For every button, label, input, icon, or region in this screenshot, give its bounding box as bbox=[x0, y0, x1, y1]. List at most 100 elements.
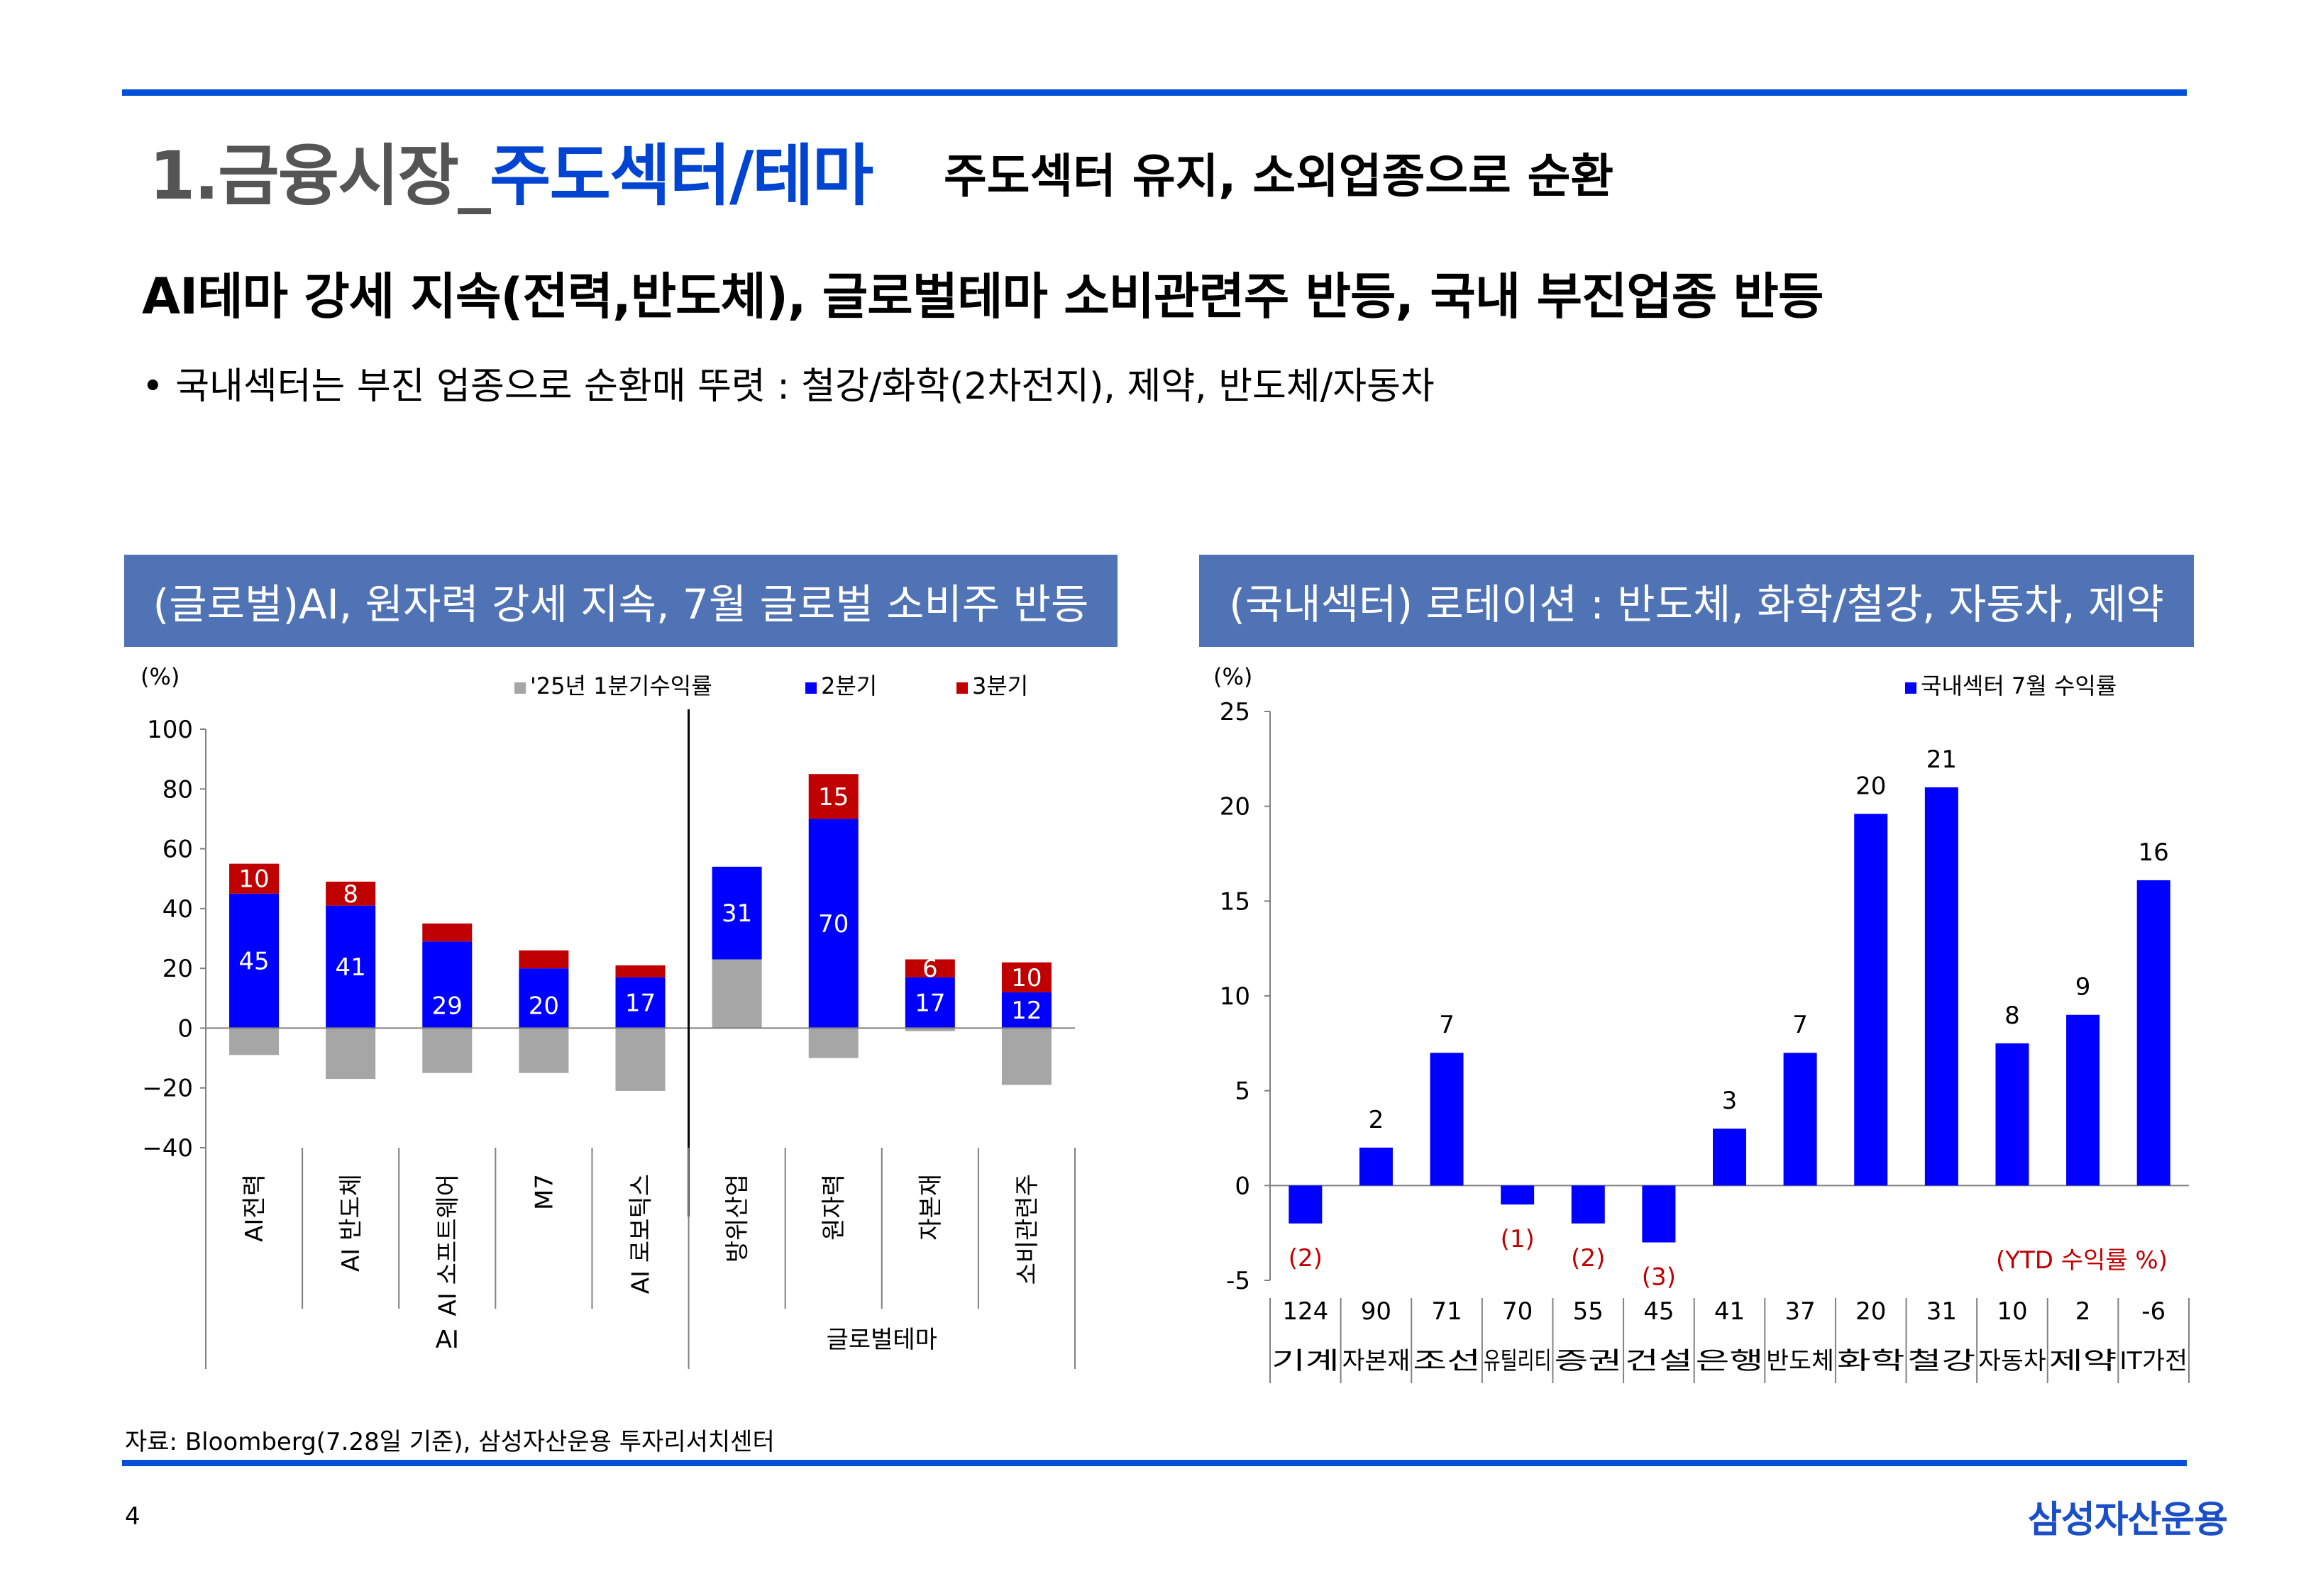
y-tick-label: 5 bbox=[1235, 1077, 1250, 1106]
headline: AI테마 강세 지속(전력,반도체), 글로벌테마 소비관련주 반등, 국내 부… bbox=[142, 267, 1824, 326]
y-tick-label: 20 bbox=[1220, 793, 1250, 821]
bar-q1 bbox=[422, 1028, 473, 1073]
bar-q2 bbox=[615, 977, 666, 1029]
bar-q1 bbox=[1001, 1028, 1052, 1085]
y-tick-label: 100 bbox=[147, 716, 193, 744]
company-logo: 삼성자산운용 bbox=[2028, 1499, 2228, 1541]
bar-q2 bbox=[229, 893, 280, 1029]
right-chart: (%) 국내섹터 7월 수익률 -5 0 5 10 15 20 25 (2) 124 기계 2 90 자본재… bbox=[1213, 663, 2190, 1383]
data-label: 21 bbox=[1926, 746, 1957, 774]
bar-july bbox=[1713, 1129, 1746, 1186]
title-accent: 주도섹터/테마 bbox=[490, 138, 873, 215]
category-label: 자동차 bbox=[1978, 1347, 2046, 1375]
category-label: 반도체 bbox=[1766, 1347, 1834, 1375]
bar-q1 bbox=[712, 959, 762, 1029]
ytd-value: 37 bbox=[1784, 1297, 1815, 1326]
category-label: AI전력 bbox=[241, 1174, 269, 1242]
data-label: 7 bbox=[1439, 1011, 1455, 1039]
y-axis-unit: (%) bbox=[140, 663, 180, 690]
data-label-q2: 29 bbox=[432, 992, 463, 1020]
y-tick-label: -5 bbox=[1226, 1267, 1250, 1295]
bar-q2 bbox=[519, 968, 569, 1029]
y-tick-label: 10 bbox=[1220, 982, 1250, 1011]
bar-q2 bbox=[326, 905, 376, 1029]
category-label: AI 반도체 bbox=[337, 1174, 365, 1272]
ytd-value: 10 bbox=[1997, 1297, 2027, 1326]
data-label: 20 bbox=[1855, 772, 1886, 800]
y-tick-label: −40 bbox=[142, 1134, 193, 1163]
data-label: 2 bbox=[1369, 1106, 1384, 1134]
bar-q1 bbox=[229, 1028, 280, 1055]
category-label: 소비관련주 bbox=[1013, 1174, 1042, 1285]
data-label-q3: 8 bbox=[343, 880, 358, 909]
bar-july bbox=[1642, 1185, 1676, 1243]
data-label-q2: 45 bbox=[238, 948, 269, 976]
y-tick-label: 20 bbox=[162, 955, 193, 983]
bullet-text: • 국내섹터는 부진 업종으로 순환매 뚜렷 : 철강/화학(2차전지), 제약… bbox=[142, 365, 1435, 408]
bar-q3 bbox=[808, 774, 859, 819]
ytd-value: 20 bbox=[1855, 1297, 1886, 1326]
data-label: 7 bbox=[1792, 1011, 1808, 1039]
left-chart: (%) '25년 1분기수익률 2분기 3분기 −40 −20 0 20 40 60 80 100 45… bbox=[140, 663, 1076, 1369]
category-label: 조선 bbox=[1413, 1347, 1481, 1375]
legend-swatch bbox=[805, 682, 817, 694]
bar-july bbox=[1430, 1053, 1464, 1186]
ytd-value: 70 bbox=[1502, 1297, 1533, 1326]
category-label: 증권 bbox=[1554, 1347, 1622, 1375]
y-tick-label: 0 bbox=[177, 1014, 193, 1043]
ytd-value: 71 bbox=[1431, 1297, 1462, 1326]
data-label-q2: 17 bbox=[625, 990, 656, 1018]
bar-q3 bbox=[422, 923, 473, 942]
bar-july bbox=[1995, 1043, 2029, 1186]
data-label-q2: 41 bbox=[336, 953, 366, 982]
category-label: 건설 bbox=[1625, 1347, 1693, 1375]
legend-label: '25년 1분기수익률 bbox=[530, 672, 712, 699]
bar-q2 bbox=[808, 819, 859, 1029]
data-label-q2: 17 bbox=[915, 990, 945, 1018]
bar-q2 bbox=[422, 941, 473, 1029]
data-label-q3: 10 bbox=[238, 865, 269, 894]
category-label: 제약 bbox=[2049, 1347, 2117, 1375]
data-label-q3: 15 bbox=[818, 783, 849, 811]
data-label: (2) bbox=[1571, 1244, 1605, 1273]
ytd-value: 90 bbox=[1361, 1297, 1391, 1326]
ytd-value: 2 bbox=[2075, 1297, 2091, 1326]
footnote: 자료: Bloomberg(7.28일 기준), 삼성자산운용 투자리서치센터 bbox=[125, 1428, 775, 1456]
category-label: 자본재 bbox=[917, 1174, 945, 1241]
data-label: 8 bbox=[2004, 1002, 2020, 1030]
left-banner: (글로벌)AI, 원자력 강세 지속, 7월 글로벌 소비주 반등 bbox=[124, 555, 1118, 647]
data-label-q3: 6 bbox=[922, 955, 938, 983]
bar-q3 bbox=[1001, 962, 1052, 992]
category-label: 기계 bbox=[1271, 1347, 1340, 1375]
bar-july bbox=[1571, 1185, 1605, 1224]
category-label: M7 bbox=[530, 1174, 558, 1210]
category-label: 원자력 bbox=[820, 1174, 849, 1241]
category-label: 은행 bbox=[1696, 1347, 1764, 1375]
bar-july bbox=[1783, 1053, 1817, 1186]
bottom-rule bbox=[122, 1460, 2187, 1466]
data-label-q2: 31 bbox=[722, 899, 752, 928]
y-tick-label: 40 bbox=[162, 895, 193, 924]
category-label: 방위산업 bbox=[724, 1174, 752, 1263]
bar-q2 bbox=[1001, 992, 1052, 1029]
bar-q3 bbox=[615, 965, 666, 977]
bar-q2 bbox=[905, 977, 955, 1029]
ytd-value: -6 bbox=[2141, 1297, 2166, 1326]
bar-july bbox=[1289, 1185, 1323, 1224]
page-subtitle: 주도섹터 유지, 소외업종으로 순환 bbox=[944, 149, 1614, 204]
y-tick-label: 0 bbox=[1235, 1172, 1250, 1200]
bar-q1 bbox=[808, 1028, 859, 1058]
ytd-value: 41 bbox=[1714, 1297, 1745, 1326]
category-label: IT가전 bbox=[2119, 1347, 2188, 1375]
title-prefix: 1.금융시장_ bbox=[149, 138, 491, 215]
bar-july bbox=[1854, 814, 1888, 1186]
bar-q2 bbox=[712, 866, 762, 960]
category-label: 유틸리티 bbox=[1484, 1347, 1552, 1375]
y-tick-label: 80 bbox=[162, 775, 193, 804]
ytd-label: (YTD 수익률 %) bbox=[1996, 1246, 2168, 1275]
y-axis-unit: (%) bbox=[1213, 663, 1252, 690]
category-label: 자본재 bbox=[1342, 1347, 1411, 1375]
category-label: AI 소프트웨어 bbox=[434, 1174, 462, 1317]
legend-swatch bbox=[956, 682, 968, 694]
legend-swatch bbox=[514, 682, 526, 694]
